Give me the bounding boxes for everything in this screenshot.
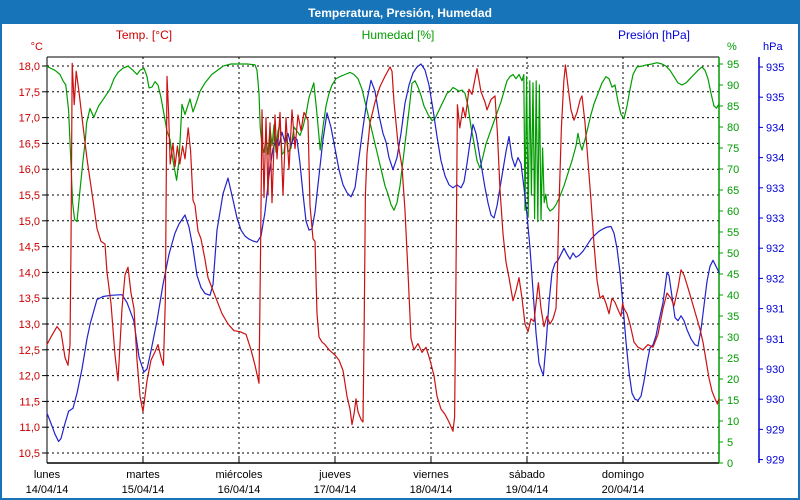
temp-unit-label: °C: [31, 41, 43, 53]
legend-temperature: Temp. [°C]: [115, 28, 173, 42]
day-date-label: 16/04/14: [218, 484, 261, 496]
pressure-tick-label: 931: [766, 334, 784, 346]
humidity-tick-label: 20: [727, 374, 739, 386]
legend-humidity: Humedad [%]: [361, 28, 435, 42]
day-date-label: 17/04/14: [314, 484, 357, 496]
pressure-tick-label: 933: [766, 183, 784, 195]
humidity-tick-label: 75: [727, 143, 739, 155]
day-name-label: domingo: [602, 469, 644, 481]
day-name-label: lunes: [34, 469, 61, 481]
pressure-tick-label: 929: [766, 424, 784, 436]
humidity-unit-label: %: [727, 41, 737, 53]
pressure-tick-label: 930: [766, 394, 784, 406]
temp-tick-label: 11,0: [19, 422, 40, 434]
temp-tick-label: 15,5: [19, 190, 40, 202]
pressure-tick-label: 929: [766, 455, 784, 467]
humidity-tick-label: 60: [727, 206, 739, 218]
day-date-label: 14/04/14: [26, 484, 69, 496]
humidity-tick-label: 90: [727, 80, 739, 92]
temp-tick-label: 12,0: [19, 371, 40, 383]
humidity-tick-label: 35: [727, 311, 739, 323]
humidity-tick-label: 25: [727, 353, 739, 365]
pressure-tick-label: 932: [766, 243, 784, 255]
day-name-label: martes: [126, 469, 160, 481]
day-name-label: miércoles: [215, 469, 263, 481]
humidity-tick-label: 50: [727, 248, 739, 260]
weather-chart-plot: 18,0 17,5 17,0 16,5 16,0 15,5 15,0 14,5 14,0 13,5…: [19, 41, 785, 496]
temp-tick-label: 16,5: [19, 138, 40, 150]
temp-tick-label: 15,0: [19, 216, 40, 228]
day-date-label: 18/04/14: [410, 484, 453, 496]
humidity-tick-label: 80: [727, 122, 739, 134]
legend-pressure: Presión [hPa]: [617, 28, 691, 42]
humidity-tick-label: 5: [727, 437, 733, 449]
temp-tick-label: 10,5: [19, 448, 40, 460]
day-date-label: 19/04/14: [506, 484, 549, 496]
temp-tick-label: 14,5: [19, 242, 40, 254]
temp-tick-label: 17,5: [19, 87, 40, 99]
humidity-tick-label: 85: [727, 101, 739, 113]
pressure-tick-label: 930: [766, 364, 784, 376]
humidity-tick-label: 95: [727, 59, 739, 71]
day-name-label: sábado: [509, 469, 545, 481]
humidity-tick-label: 40: [727, 290, 739, 302]
humidity-tick-label: 70: [727, 164, 739, 176]
temp-tick-label: 13,0: [19, 319, 40, 331]
day-date-label: 15/04/14: [122, 484, 165, 496]
humidity-series-line: [46, 62, 720, 223]
pressure-series-line: [46, 63, 720, 443]
title-bar: Temperatura, Presión, Humedad: [2, 2, 798, 24]
window-title: Temperatura, Presión, Humedad: [308, 6, 492, 20]
temp-tick-label: 16,0: [19, 164, 40, 176]
pressure-tick-label: 934: [766, 122, 784, 134]
temp-tick-label: 14,0: [19, 267, 40, 279]
pressure-tick-label: 934: [766, 153, 784, 165]
day-date-label: 20/04/14: [602, 484, 645, 496]
temp-tick-label: 13,5: [19, 293, 40, 305]
pressure-tick-label: 932: [766, 273, 784, 285]
pressure-tick-label: 933: [766, 213, 784, 225]
temp-tick-label: 12,5: [19, 345, 40, 357]
pressure-tick-label: 931: [766, 304, 784, 316]
pressure-tick-label: 935: [766, 62, 784, 74]
day-name-label: viernes: [413, 469, 449, 481]
temp-tick-label: 18,0: [19, 61, 40, 73]
pressure-tick-label: 935: [766, 92, 784, 104]
temp-tick-label: 11,5: [19, 396, 40, 408]
humidity-tick-label: 45: [727, 269, 739, 281]
day-name-label: jueves: [318, 469, 351, 481]
humidity-tick-label: 55: [727, 227, 739, 239]
humidity-tick-label: 30: [727, 332, 739, 344]
humidity-tick-label: 0: [727, 458, 733, 470]
humidity-tick-label: 10: [727, 416, 739, 428]
pressure-unit-label: hPa: [763, 41, 783, 53]
temp-series-line: [46, 62, 720, 432]
temp-tick-label: 17,0: [19, 113, 40, 125]
humidity-tick-label: 15: [727, 395, 739, 407]
humidity-tick-label: 65: [727, 185, 739, 197]
